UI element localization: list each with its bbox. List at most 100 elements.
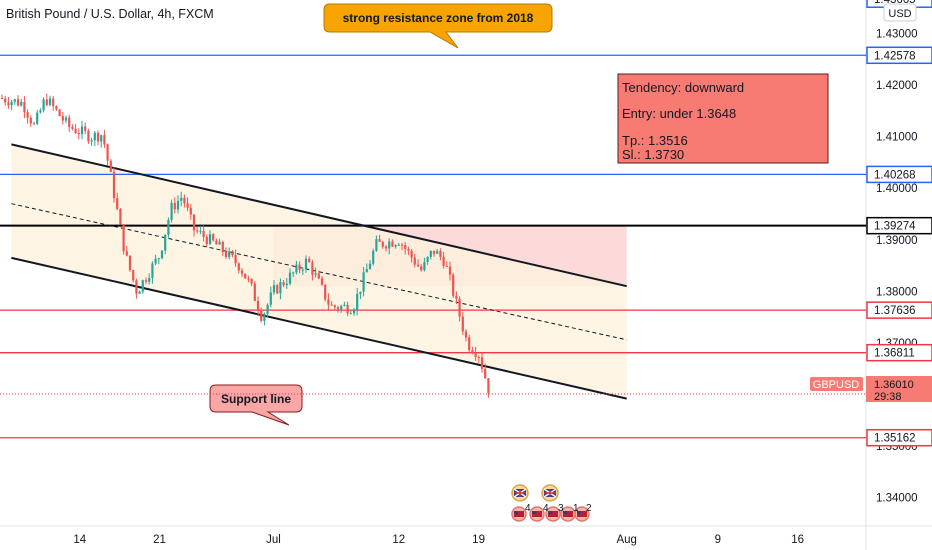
- candle-body: [0, 97, 4, 99]
- uk-flag-icon[interactable]: [511, 484, 529, 502]
- candle-body: [311, 262, 314, 275]
- candle-body: [154, 258, 157, 264]
- x-tick-label: 19: [472, 534, 485, 546]
- candle-body: [224, 252, 228, 257]
- x-tick-label: 12: [392, 534, 405, 546]
- level-price-tag: [866, 165, 932, 184]
- candle-body: [32, 123, 36, 125]
- candle-body: [45, 99, 48, 105]
- candle-body: [279, 282, 282, 294]
- candle-body: [221, 241, 224, 253]
- level-price-label: 1.42578: [874, 50, 916, 62]
- candle-body: [320, 278, 324, 285]
- level-price-label: 1.43665: [874, 0, 916, 6]
- symbol-price-tag[interactable]: GBPUSD 1.36010 29:38: [810, 376, 932, 403]
- level-price-label: 1.39274: [874, 221, 916, 233]
- candle-body: [397, 244, 400, 246]
- x-tick-label: 16: [791, 534, 804, 546]
- candle-body: [388, 241, 391, 249]
- candle-body: [141, 280, 144, 292]
- level-price-tag: [866, 216, 932, 235]
- level-price-label: 1.37636: [874, 305, 916, 317]
- candle-body: [74, 128, 77, 134]
- us-flag-icon[interactable]: [574, 506, 590, 522]
- bar-countdown: 29:38: [874, 391, 902, 403]
- chart-title: British Pound / U.S. Dollar, 4h, FXCM: [6, 7, 214, 21]
- y-tick-label: 1.40000: [876, 183, 918, 195]
- candle-body: [445, 265, 448, 267]
- y-tick-label: 1.41000: [876, 132, 918, 144]
- candle-body: [212, 234, 215, 241]
- candle-body: [480, 357, 484, 369]
- candle-body: [202, 230, 205, 237]
- currency-badge-box[interactable]: [883, 3, 917, 22]
- candle-body: [68, 117, 71, 127]
- candle-body: [336, 307, 340, 310]
- candle-body: [199, 230, 202, 232]
- channel-lower-line[interactable]: [11, 256, 627, 400]
- candle-body: [7, 102, 10, 106]
- candle-body: [301, 269, 304, 271]
- candle-body: [106, 144, 109, 161]
- candle-body: [384, 246, 388, 249]
- y-tick-label: 1.38000: [876, 286, 918, 298]
- candle-body: [64, 117, 68, 121]
- candle-body: [10, 101, 13, 106]
- candle-body: [381, 241, 384, 247]
- us-flag-icon[interactable]: [511, 506, 527, 522]
- candle-body: [61, 116, 64, 121]
- uk-flag-icon[interactable]: [541, 484, 559, 502]
- level-price-label: 1.36811: [874, 348, 915, 360]
- candles: [0, 93, 490, 398]
- support-callout[interactable]: Support line: [209, 384, 303, 426]
- candle-body: [128, 255, 132, 271]
- level-price-tag: [866, 343, 932, 362]
- candle-body: [196, 230, 199, 232]
- candle-body: [343, 304, 346, 306]
- candle-body: [122, 224, 125, 252]
- candle-body: [103, 135, 106, 145]
- candle-body: [429, 250, 432, 257]
- candle-body: [362, 272, 365, 292]
- candle-body: [157, 258, 160, 260]
- candle-body: [52, 98, 55, 107]
- candle-body: [186, 203, 189, 208]
- candle-body: [205, 236, 208, 245]
- us-flag-icon[interactable]: [545, 506, 561, 522]
- candle-body: [452, 274, 455, 296]
- trade-plan-box[interactable]: Tendency: downward Entry: under 1.3648 T…: [617, 73, 829, 164]
- candle-body: [432, 250, 436, 254]
- candle-body: [330, 304, 333, 306]
- candle-body: [109, 160, 112, 172]
- candle-body: [359, 291, 362, 294]
- resistance-callout-text: strong resistance zone from 2018: [343, 11, 534, 25]
- candle-body: [314, 273, 317, 275]
- us-flag-icon[interactable]: [529, 506, 545, 522]
- candle-body: [176, 200, 180, 210]
- candle-body: [442, 256, 445, 266]
- candle-body: [183, 197, 186, 204]
- candle-body: [404, 245, 407, 249]
- candle-body: [55, 106, 58, 110]
- x-tick-label: Jul: [266, 534, 281, 546]
- candle-body: [420, 266, 423, 271]
- event-markers[interactable]: 4 4 3 1 2: [511, 484, 592, 522]
- candle-body: [282, 282, 285, 286]
- candle-body: [116, 198, 119, 209]
- candle-body: [327, 299, 330, 305]
- candle-body: [90, 140, 93, 142]
- candle-body: [474, 352, 477, 357]
- event-count: 4: [525, 503, 531, 514]
- currency-badge[interactable]: USD: [888, 8, 911, 20]
- candle-body: [394, 245, 397, 247]
- candle-body: [231, 251, 234, 256]
- candle-body: [375, 239, 378, 251]
- candle-body: [58, 109, 61, 117]
- candle-body: [138, 291, 141, 294]
- level-price-tag: [866, 301, 932, 319]
- entry-text: Entry: under 1.3648: [622, 106, 736, 121]
- candle-body: [132, 270, 135, 281]
- resistance-callout[interactable]: strong resistance zone from 2018: [323, 3, 553, 49]
- candle-body: [260, 310, 263, 321]
